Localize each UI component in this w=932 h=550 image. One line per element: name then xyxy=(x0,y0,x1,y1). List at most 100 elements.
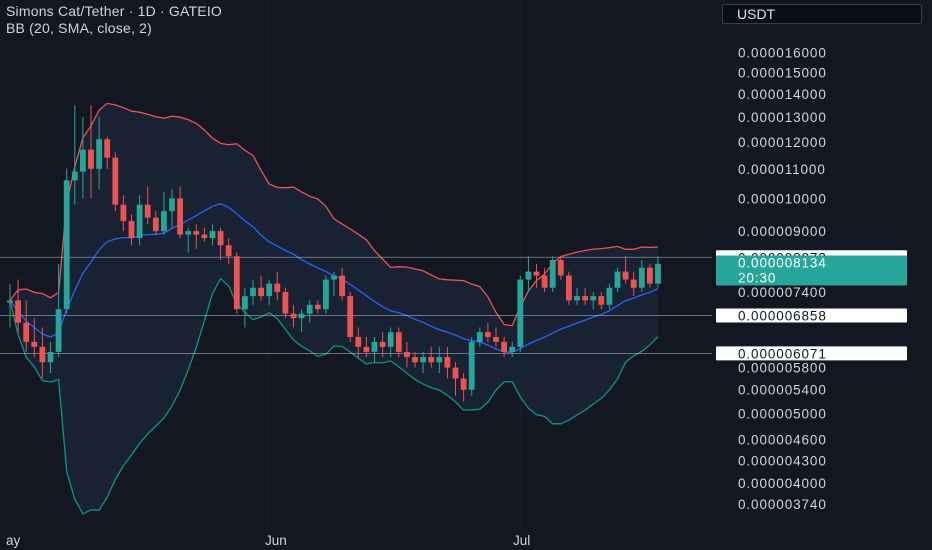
candle-down xyxy=(347,291,354,342)
indicator-title[interactable]: BB (20, SMA, close, 2) xyxy=(6,20,153,36)
candle-down xyxy=(104,136,111,169)
candle-up xyxy=(306,300,313,323)
candle-up xyxy=(71,105,78,205)
candle-down xyxy=(88,105,94,199)
time-axis[interactable]: ay Jun Jul xyxy=(6,533,530,548)
price-tick-label: 0.000004600 xyxy=(738,433,827,448)
price-label[interactable]: 0.000006858 xyxy=(716,308,907,324)
price-tick-label: 0.000012000 xyxy=(738,135,827,150)
candle-down xyxy=(379,332,386,358)
candle-down xyxy=(622,256,629,284)
candle-up xyxy=(136,195,143,246)
candle-down xyxy=(541,267,548,292)
svg-text:0.000006071: 0.000006071 xyxy=(738,346,827,361)
candle-down xyxy=(339,267,345,301)
candle-down xyxy=(128,214,135,246)
candle-down xyxy=(290,304,297,328)
candle-down xyxy=(39,327,46,379)
price-tick-label: 0.000016000 xyxy=(738,45,827,60)
candle-down xyxy=(630,271,637,297)
candle-up xyxy=(80,116,86,199)
candle-up xyxy=(209,224,216,246)
price-label[interactable]: 0.000006071 xyxy=(716,346,907,361)
price-axis[interactable]: 0.000016000 0.000015000 0.000014000 0.00001… xyxy=(716,45,907,512)
candle-down xyxy=(144,186,151,225)
candle-down xyxy=(493,327,499,347)
candle-up xyxy=(468,336,475,396)
candle-down xyxy=(363,336,370,358)
candle-up xyxy=(517,275,524,352)
candle-down xyxy=(598,291,605,310)
price-tick-label: 0.000010000 xyxy=(738,191,827,206)
candle-up xyxy=(250,279,256,305)
candles xyxy=(7,105,661,402)
price-tick-label: 0.000013000 xyxy=(738,110,827,125)
currency-selector[interactable]: USDT xyxy=(722,4,922,24)
candle-down xyxy=(395,327,402,358)
candle-down xyxy=(15,279,21,333)
time-tick-label: ay xyxy=(6,533,21,548)
candle-down xyxy=(460,372,467,402)
price-tick-label: 0.000005000 xyxy=(738,407,827,422)
candle-up xyxy=(96,116,102,190)
price-tick-label: 0.000005800 xyxy=(738,361,827,376)
candle-down xyxy=(314,300,321,314)
candle-down xyxy=(201,227,208,242)
candle-down xyxy=(112,152,119,212)
chart-legend: Simons Cat/Tether · 1D · GATEIO BB (20, … xyxy=(6,3,222,37)
candle-up xyxy=(549,256,556,292)
candle-down xyxy=(582,287,588,305)
candle-down xyxy=(282,287,289,319)
candle-down xyxy=(225,238,232,264)
candle-down xyxy=(217,227,224,261)
candle-up xyxy=(436,346,443,373)
candle-down xyxy=(485,322,491,342)
price-tick-label: 0.000011000 xyxy=(738,162,826,177)
price-tick-label: 0.000014000 xyxy=(738,87,827,102)
candle-up xyxy=(63,168,70,314)
candle-down xyxy=(152,211,159,235)
candle-down xyxy=(557,256,564,280)
candle-up xyxy=(185,227,192,253)
price-tick-label: 0.000007400 xyxy=(738,285,827,300)
candle-up xyxy=(266,279,273,305)
candle-up xyxy=(655,256,661,288)
candle-up xyxy=(55,263,62,358)
price-tick-label: 0.000004000 xyxy=(738,476,827,491)
candle-down xyxy=(120,195,127,232)
candle-down xyxy=(193,224,200,249)
candle-down xyxy=(355,327,362,358)
candle-up xyxy=(387,327,394,358)
svg-text:0.000008134: 0.000008134 xyxy=(738,256,827,271)
candle-down xyxy=(23,300,30,352)
candle-down xyxy=(412,351,418,368)
svg-text:0.000006858: 0.000006858 xyxy=(738,309,827,324)
candle-up xyxy=(638,260,645,292)
candle-down xyxy=(533,263,540,288)
candle-up xyxy=(614,267,621,292)
candle-down xyxy=(428,346,435,368)
candle-down xyxy=(404,341,410,368)
candle-up xyxy=(169,189,175,228)
candle-down xyxy=(647,263,653,288)
candle-up xyxy=(420,351,426,373)
symbol-title[interactable]: Simons Cat/Tether · 1D · GATEIO xyxy=(6,3,222,19)
candle-down xyxy=(177,186,183,239)
candle-up xyxy=(331,271,337,297)
candle-down xyxy=(452,362,459,396)
candle-up xyxy=(371,336,378,363)
candle-down xyxy=(233,252,240,314)
lower-band-line xyxy=(9,277,659,515)
candle-up xyxy=(509,341,516,358)
currency-label: USDT xyxy=(737,6,776,22)
candle-down xyxy=(566,271,572,305)
price-tick-label: 0.000003740 xyxy=(738,497,827,512)
candle-up xyxy=(7,283,13,328)
candle-up xyxy=(323,275,329,314)
candle-down xyxy=(258,275,264,301)
price-lines xyxy=(0,256,712,354)
candle-up xyxy=(590,291,597,310)
